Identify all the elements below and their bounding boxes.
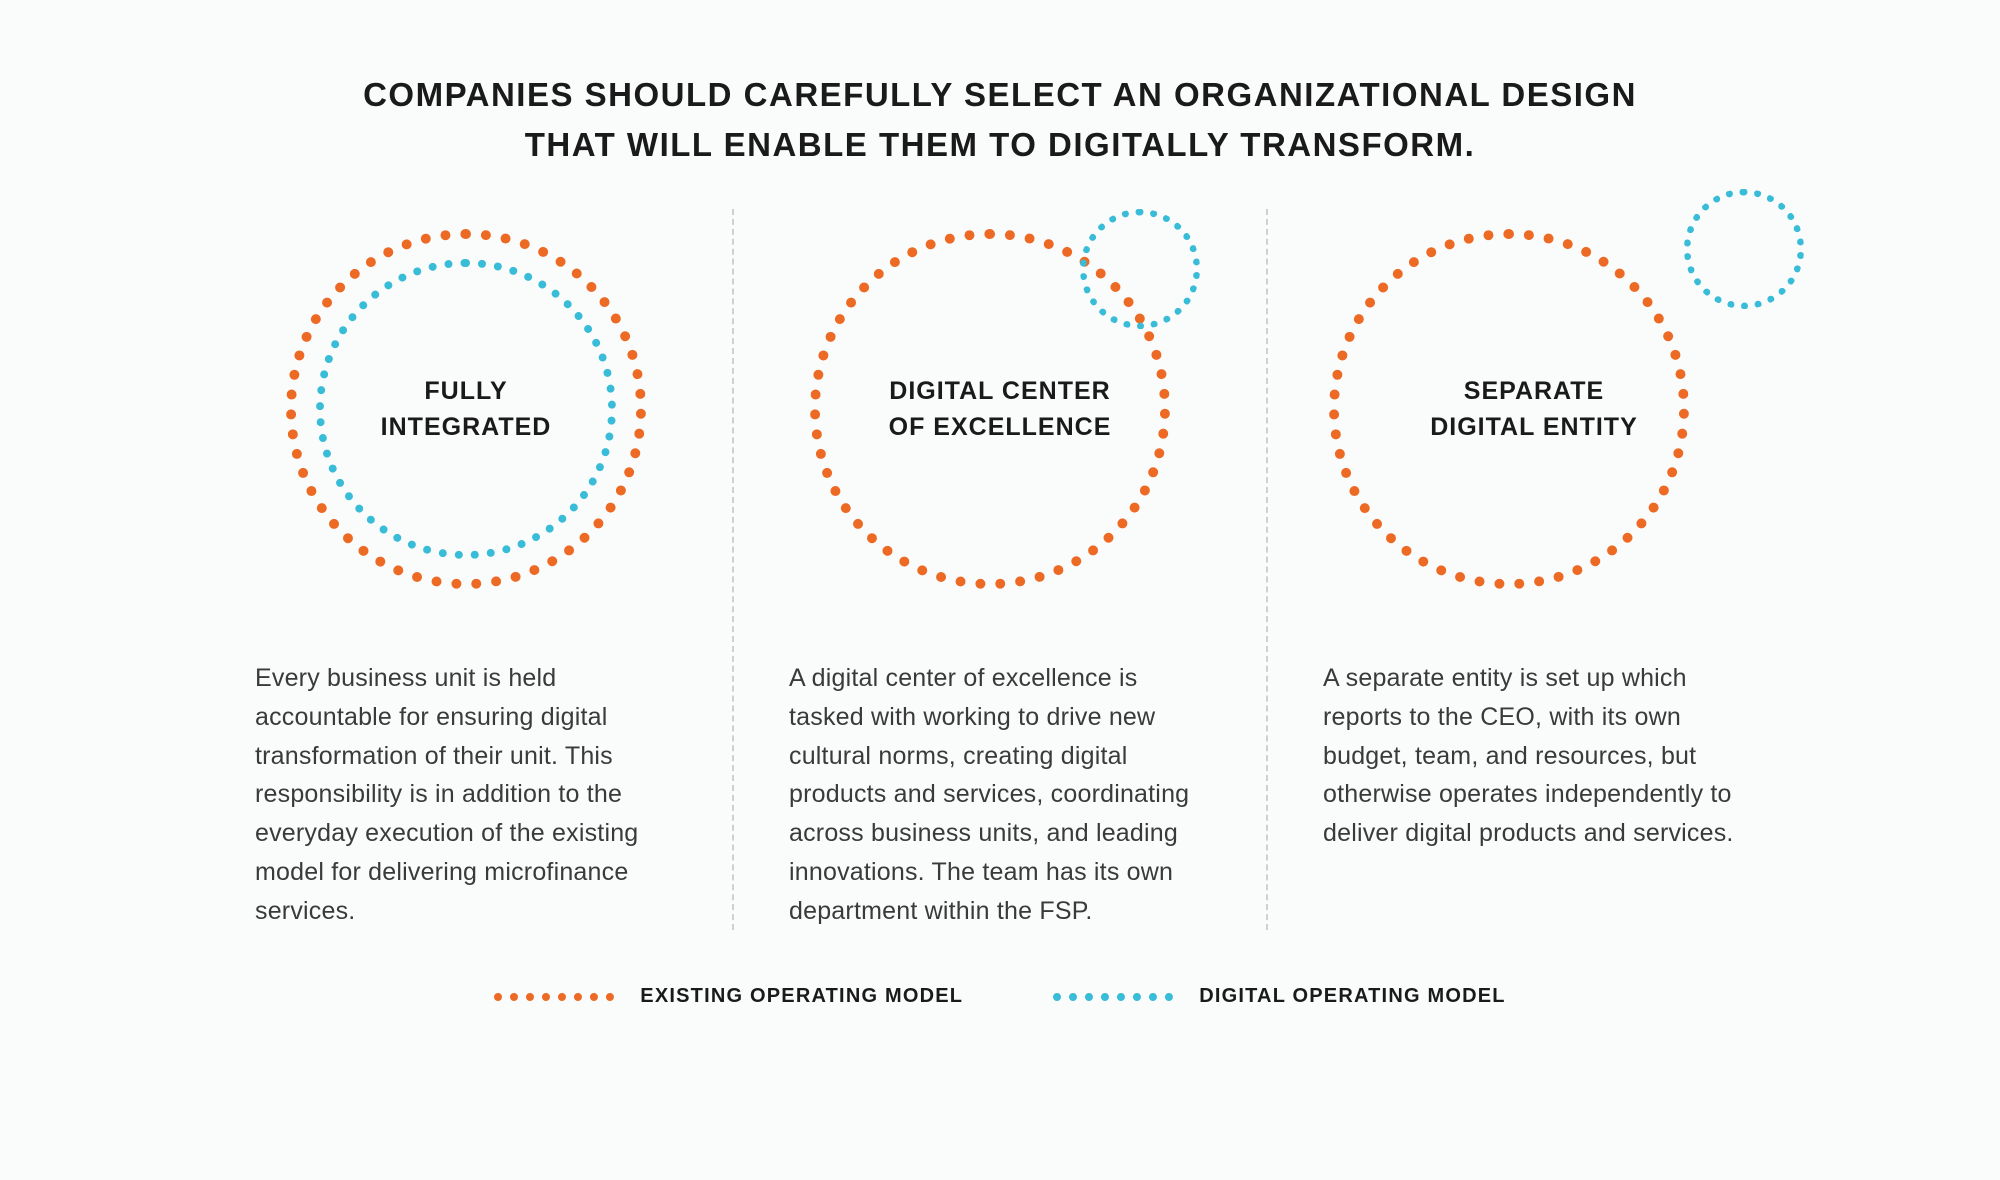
legend-item-digital: DIGITAL OPERATING MODEL bbox=[1053, 985, 1506, 1008]
legend-item-existing: EXISTING OPERATING MODEL bbox=[494, 985, 963, 1008]
model-description: Every business unit is held accountable … bbox=[255, 659, 677, 930]
title-line-2: THAT WILL ENABLE THEM TO DIGITALLY TRANS… bbox=[200, 120, 1800, 170]
page-title: COMPANIES SHOULD CAREFULLY SELECT AN ORG… bbox=[200, 70, 1800, 169]
diagram-digital-center: DIGITAL CENTER OF EXCELLENCE bbox=[790, 209, 1210, 609]
model-digital-center-of-excellence: DIGITAL CENTER OF EXCELLENCE A digital c… bbox=[732, 209, 1266, 930]
model-separate-digital-entity: SEPARATE DIGITAL ENTITY A separate entit… bbox=[1266, 209, 1800, 930]
model-label: FULLY INTEGRATED bbox=[298, 373, 634, 446]
diagram-separate-entity: SEPARATE DIGITAL ENTITY bbox=[1324, 209, 1744, 609]
legend-swatch-existing bbox=[494, 993, 614, 1001]
title-line-1: COMPANIES SHOULD CAREFULLY SELECT AN ORG… bbox=[200, 70, 1800, 120]
legend-swatch-digital bbox=[1053, 993, 1173, 1001]
legend: EXISTING OPERATING MODEL DIGITAL OPERATI… bbox=[200, 985, 1800, 1008]
legend-label-existing: EXISTING OPERATING MODEL bbox=[640, 985, 963, 1008]
model-label: DIGITAL CENTER OF EXCELLENCE bbox=[832, 373, 1168, 446]
diagram-fully-integrated: FULLY INTEGRATED bbox=[256, 209, 676, 609]
digital-circle bbox=[1080, 209, 1200, 329]
model-label: SEPARATE DIGITAL ENTITY bbox=[1366, 373, 1702, 446]
legend-label-digital: DIGITAL OPERATING MODEL bbox=[1199, 985, 1506, 1008]
model-description: A digital center of excellence is tasked… bbox=[789, 659, 1211, 930]
digital-circle bbox=[1684, 189, 1804, 309]
model-description: A separate entity is set up which report… bbox=[1323, 659, 1745, 853]
model-fully-integrated: FULLY INTEGRATED Every business unit is … bbox=[200, 209, 732, 930]
models-row: FULLY INTEGRATED Every business unit is … bbox=[200, 209, 1800, 930]
